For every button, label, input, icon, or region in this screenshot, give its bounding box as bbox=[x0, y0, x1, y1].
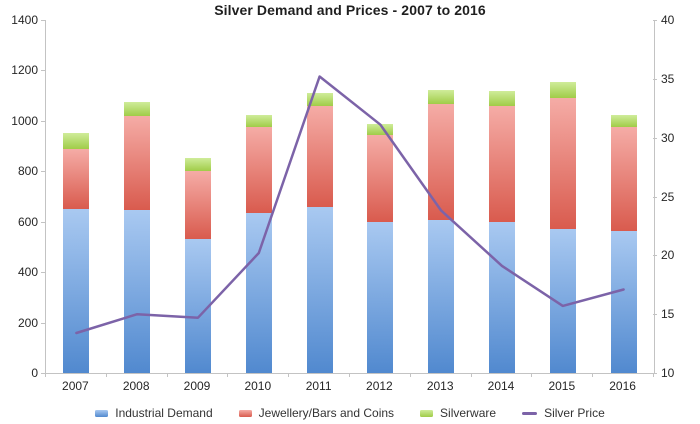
bar-segment bbox=[489, 106, 515, 222]
right-axis-tick-label: 30 bbox=[661, 130, 675, 145]
bar-segment bbox=[489, 221, 515, 373]
x-axis-tick bbox=[227, 373, 229, 377]
x-axis-label: 2014 bbox=[487, 379, 515, 393]
left-axis-tick-label: 800 bbox=[17, 164, 38, 179]
x-axis-tick bbox=[653, 373, 654, 377]
bar-segment bbox=[185, 171, 211, 240]
right-axis-tick bbox=[653, 137, 657, 139]
bar-segment bbox=[245, 114, 272, 128]
bar-segment bbox=[610, 114, 637, 128]
bar-segment bbox=[124, 115, 151, 211]
x-axis-label: 2010 bbox=[244, 379, 272, 393]
bar-segment bbox=[367, 221, 394, 373]
left-axis-tick bbox=[41, 70, 45, 72]
bar-segment bbox=[63, 209, 90, 373]
right-axis-tick bbox=[653, 78, 657, 80]
x-axis-label: 2016 bbox=[609, 379, 636, 393]
legend-bar-swatch-icon bbox=[95, 409, 109, 417]
right-axis-tick-label: 35 bbox=[661, 71, 675, 86]
x-axis-tick bbox=[45, 373, 46, 377]
x-axis-tick bbox=[166, 373, 168, 377]
bar-segment bbox=[428, 104, 455, 221]
x-axis-tick bbox=[470, 373, 472, 377]
x-axis-tick bbox=[592, 373, 594, 377]
price-line-layer bbox=[75, 75, 625, 335]
chart-title: Silver Demand and Prices - 2007 to 2016 bbox=[214, 2, 486, 18]
left-axis-tick-label: 1000 bbox=[11, 113, 38, 128]
left-axis-tick-label: 1400 bbox=[11, 13, 38, 27]
left-axis-tick-label: 0 bbox=[31, 366, 38, 380]
x-axis-label: 2012 bbox=[366, 379, 393, 393]
bar-segment bbox=[367, 134, 394, 222]
left-axis-tick bbox=[41, 373, 45, 374]
bar-segment bbox=[610, 231, 637, 373]
right-axis-tick bbox=[653, 196, 657, 198]
legend-item: Industrial Demand bbox=[95, 406, 213, 420]
legend-label: Industrial Demand bbox=[115, 406, 213, 420]
bar-segment bbox=[245, 127, 272, 213]
bar-segment bbox=[63, 148, 90, 210]
x-axis-tick bbox=[288, 373, 290, 377]
left-axis-tick bbox=[41, 120, 45, 122]
bar-segment bbox=[124, 101, 151, 116]
legend-line-swatch-icon bbox=[522, 411, 538, 415]
right-axis-tick-label: 25 bbox=[661, 189, 675, 204]
legend-bar-swatch-icon bbox=[238, 409, 252, 417]
x-axis-label: 2011 bbox=[305, 379, 332, 393]
bar-segment bbox=[245, 212, 272, 373]
bar-segment bbox=[367, 123, 394, 135]
chart-legend: Industrial Demand Jewellery/Bars and Coin… bbox=[0, 406, 700, 420]
legend-item: Silverware bbox=[420, 406, 496, 420]
bar-segment bbox=[549, 98, 576, 230]
left-axis-tick bbox=[41, 322, 45, 324]
x-axis-tick bbox=[409, 373, 411, 377]
right-axis-tick bbox=[653, 20, 657, 21]
bar-segment bbox=[306, 105, 333, 207]
bar-segment bbox=[610, 127, 637, 232]
left-axis-tick-label: 400 bbox=[17, 265, 38, 280]
bar-segment bbox=[185, 158, 211, 172]
bar-segment bbox=[549, 81, 576, 99]
x-axis-tick bbox=[105, 373, 107, 377]
x-axis-label: 2015 bbox=[548, 379, 576, 393]
bar-segment bbox=[124, 210, 151, 373]
left-axis-tick bbox=[41, 171, 45, 173]
left-axis-tick-label: 200 bbox=[17, 315, 38, 330]
left-axis-tick bbox=[41, 221, 45, 223]
left-axis-tick-label: 600 bbox=[17, 214, 38, 229]
silver-price-line bbox=[75, 75, 625, 335]
bar-segment bbox=[428, 220, 455, 373]
left-axis-tick bbox=[41, 20, 45, 21]
left-axis-tick-label: 1200 bbox=[11, 63, 38, 78]
right-axis-tick-label: 15 bbox=[661, 307, 675, 322]
legend-label: Silver Price bbox=[544, 406, 605, 420]
legend-item: Jewellery/Bars and Coins bbox=[238, 406, 395, 420]
right-axis-tick-label: 10 bbox=[661, 366, 675, 380]
right-axis-tick bbox=[653, 255, 657, 257]
x-axis-tick bbox=[349, 373, 350, 377]
x-axis-label: 2007 bbox=[62, 379, 89, 393]
right-axis-tick-label: 20 bbox=[661, 248, 675, 263]
x-axis-tick bbox=[531, 373, 533, 377]
bar-segment bbox=[428, 89, 455, 105]
legend-bar-swatch-icon bbox=[420, 409, 434, 417]
legend-item: Silver Price bbox=[522, 406, 605, 420]
bar-segment bbox=[185, 239, 211, 373]
x-axis-label: 2013 bbox=[426, 379, 454, 393]
bar-segment bbox=[63, 133, 90, 149]
right-axis-tick bbox=[653, 314, 657, 316]
left-axis-tick bbox=[41, 272, 45, 274]
bar-segment bbox=[489, 90, 515, 107]
x-axis-label: 2008 bbox=[122, 379, 150, 393]
plot-area bbox=[45, 20, 655, 374]
right-axis-tick-label: 40 bbox=[661, 13, 675, 27]
legend-label: Jewellery/Bars and Coins bbox=[258, 406, 395, 420]
x-axis-label: 2009 bbox=[183, 379, 211, 393]
bar-segment bbox=[306, 206, 333, 373]
legend-label: Silverware bbox=[440, 406, 497, 420]
right-axis-tick bbox=[653, 373, 657, 374]
